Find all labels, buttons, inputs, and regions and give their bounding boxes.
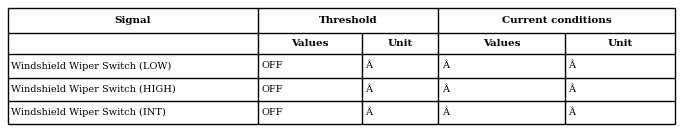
Text: Â: Â xyxy=(365,85,372,94)
Text: Â: Â xyxy=(568,108,575,117)
Text: Â: Â xyxy=(568,62,575,70)
Text: Â: Â xyxy=(365,108,372,117)
Text: Threshold: Threshold xyxy=(319,16,378,25)
Text: Values: Values xyxy=(291,39,329,48)
Text: Current conditions: Current conditions xyxy=(502,16,611,25)
Text: OFF: OFF xyxy=(262,108,283,117)
Text: Windshield Wiper Switch (LOW): Windshield Wiper Switch (LOW) xyxy=(12,61,171,71)
Text: Â: Â xyxy=(442,62,449,70)
Text: OFF: OFF xyxy=(262,85,283,94)
Text: Values: Values xyxy=(483,39,520,48)
Text: Windshield Wiper Switch (HIGH): Windshield Wiper Switch (HIGH) xyxy=(12,85,176,94)
Text: Signal: Signal xyxy=(115,16,152,25)
Text: Â: Â xyxy=(442,108,449,117)
Text: Â: Â xyxy=(442,85,449,94)
Text: Windshield Wiper Switch (INT): Windshield Wiper Switch (INT) xyxy=(12,108,166,117)
Text: Â: Â xyxy=(365,62,372,70)
Text: OFF: OFF xyxy=(262,62,283,70)
Text: Unit: Unit xyxy=(607,39,632,48)
Text: Â: Â xyxy=(568,85,575,94)
Text: Unit: Unit xyxy=(387,39,413,48)
Bar xyxy=(8,8,675,124)
